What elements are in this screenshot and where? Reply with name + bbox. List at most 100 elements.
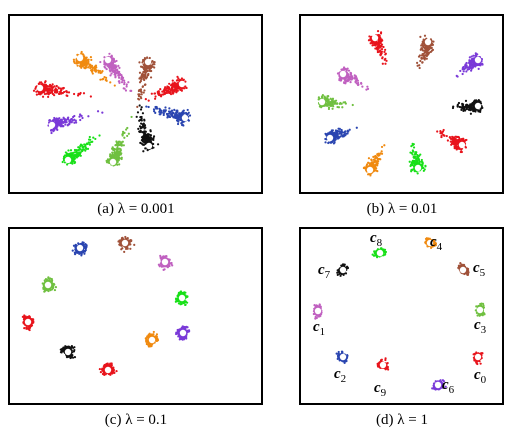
point — [380, 50, 383, 53]
point — [153, 92, 156, 95]
point — [171, 79, 174, 82]
point — [35, 93, 38, 96]
point — [150, 138, 154, 141]
point — [144, 147, 147, 150]
point — [75, 156, 78, 159]
point — [120, 144, 123, 147]
point — [360, 81, 363, 85]
point — [89, 138, 92, 141]
center-dot — [64, 156, 72, 164]
point — [138, 89, 141, 92]
point — [34, 86, 37, 89]
point — [137, 94, 141, 98]
point — [166, 114, 169, 117]
point — [138, 61, 141, 64]
point — [181, 121, 184, 124]
point — [47, 289, 50, 293]
point — [154, 111, 157, 114]
point — [61, 160, 64, 164]
point — [416, 155, 419, 158]
point — [465, 105, 469, 109]
point — [460, 148, 463, 151]
point — [67, 118, 70, 121]
point — [152, 61, 155, 64]
point — [51, 92, 54, 96]
center-dot — [326, 134, 334, 142]
point — [140, 76, 143, 79]
point — [380, 43, 384, 46]
point — [145, 133, 148, 136]
point — [100, 71, 103, 74]
point — [380, 150, 383, 153]
point — [381, 62, 384, 65]
point — [425, 45, 428, 48]
point — [158, 264, 161, 267]
point — [109, 65, 113, 68]
point — [98, 134, 101, 137]
point — [67, 116, 70, 119]
point — [86, 61, 89, 65]
point — [452, 105, 455, 108]
point — [109, 153, 112, 156]
point — [430, 46, 433, 50]
point — [140, 93, 143, 96]
point — [378, 50, 381, 53]
point — [470, 108, 474, 111]
point — [135, 115, 138, 118]
point — [130, 89, 133, 92]
point — [116, 150, 119, 154]
point — [120, 157, 123, 161]
center-dot — [121, 239, 129, 247]
point — [78, 115, 81, 118]
center-dot — [104, 56, 112, 64]
point — [110, 72, 113, 75]
point — [111, 70, 114, 73]
point — [163, 87, 166, 90]
point — [182, 291, 186, 294]
point — [181, 123, 184, 126]
point — [420, 164, 423, 167]
point — [339, 101, 342, 105]
point — [101, 78, 104, 81]
point — [153, 110, 156, 113]
point — [152, 108, 156, 111]
point — [443, 134, 446, 137]
point — [144, 69, 147, 72]
point — [464, 146, 468, 149]
point — [40, 91, 43, 94]
point — [373, 41, 376, 44]
point — [118, 147, 121, 150]
point — [50, 131, 53, 135]
point — [140, 115, 143, 119]
point — [76, 94, 80, 97]
point — [142, 70, 145, 74]
point — [112, 64, 115, 67]
point — [147, 105, 150, 109]
point — [362, 166, 365, 170]
point — [117, 80, 120, 83]
point — [86, 147, 90, 150]
point — [454, 139, 457, 142]
point — [365, 164, 368, 168]
point — [87, 66, 90, 69]
point — [79, 62, 82, 66]
point — [413, 170, 416, 173]
point — [123, 83, 126, 86]
point — [48, 119, 51, 122]
point — [68, 122, 71, 126]
point — [105, 67, 108, 71]
point — [419, 35, 422, 38]
center-dot — [145, 142, 153, 150]
point — [97, 69, 100, 72]
point — [138, 130, 142, 134]
point — [97, 71, 100, 74]
point — [336, 133, 339, 136]
point — [184, 303, 187, 307]
point — [174, 84, 177, 87]
point — [111, 62, 115, 65]
center-dot — [178, 294, 186, 302]
point — [417, 55, 421, 58]
point — [169, 84, 173, 87]
panel-frame — [8, 14, 263, 194]
